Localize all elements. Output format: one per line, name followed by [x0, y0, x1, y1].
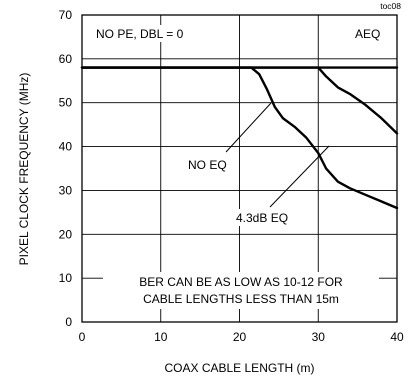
y-tick-label: 20	[59, 227, 73, 241]
aeq-label-bg	[352, 25, 386, 42]
x-axis-label: COAX CABLE LENGTH (m)	[164, 361, 314, 375]
series-label-4-3db-eq: 4.3dB EQ	[236, 211, 288, 225]
x-tick-label: 40	[390, 330, 404, 344]
y-tick-label: 0	[65, 315, 72, 329]
eq43-label-bg	[232, 209, 294, 226]
x-tick-label: 10	[154, 330, 168, 344]
noeq-label-bg	[185, 156, 235, 173]
y-tick-label: 60	[59, 52, 73, 66]
x-tick-label: 0	[79, 330, 86, 344]
x-tick-label: 20	[233, 330, 247, 344]
series-line-no-eq	[80, 66, 399, 210]
y-axis-ticks: 0 10 20 30 40 50 60 70	[59, 8, 73, 329]
x-axis-ticks: 0 10 20 30 40	[79, 330, 404, 344]
y-axis-label: PIXEL CLOCK FREQUENCY (MHz)	[17, 73, 31, 266]
condition-label: NO PE, DBL = 0	[96, 27, 184, 41]
figure-id: toc08	[380, 1, 401, 11]
note-line-1: BER CAN BE AS LOW AS 10-12 FOR	[139, 275, 343, 289]
y-tick-label: 50	[59, 96, 73, 110]
series-layer	[80, 66, 399, 210]
y-tick-label: 40	[59, 140, 73, 154]
series-line-4-3db-eq	[80, 66, 399, 135]
annotations: NO PE, DBL = 0 AEQ NO EQ 4.3dB EQ BER CA…	[92, 25, 386, 309]
y-tick-label: 10	[59, 271, 73, 285]
series-label-no-eq-leader	[225, 102, 272, 153]
plot-frame	[81, 14, 398, 323]
x-tick-label: 30	[312, 330, 326, 344]
series-label-aeq: AEQ	[355, 27, 380, 41]
y-tick-label: 70	[59, 8, 73, 22]
condition-label-bg	[92, 25, 220, 42]
note-line-2: CABLE LENGTHS LESS THAN 15m	[143, 292, 339, 306]
note-bg	[103, 272, 379, 309]
series-label-no-eq: NO EQ	[188, 158, 227, 172]
y-tick-label: 30	[59, 183, 73, 197]
series-label-4-3db-eq-leader	[269, 145, 330, 208]
